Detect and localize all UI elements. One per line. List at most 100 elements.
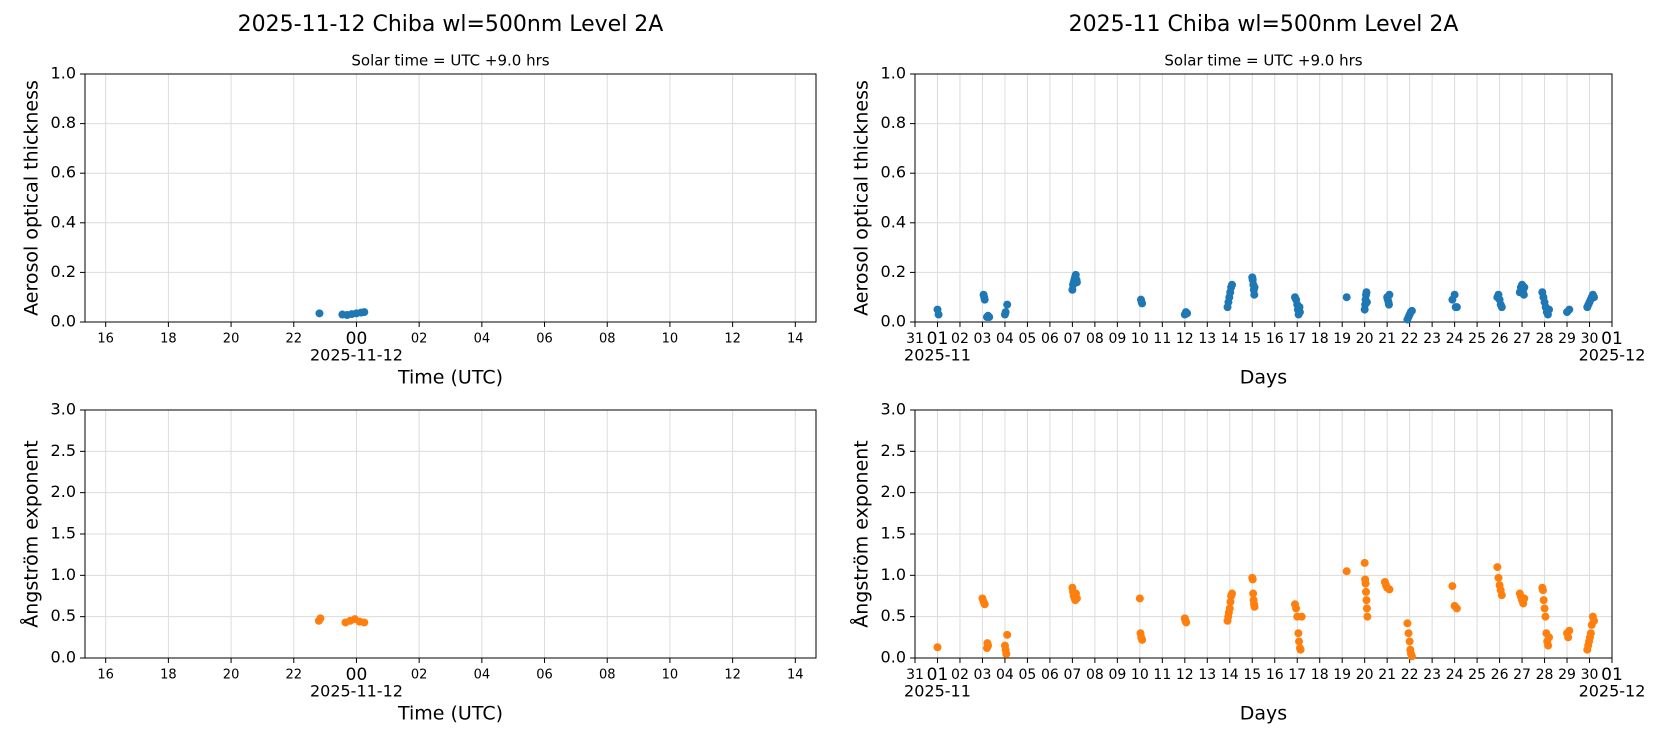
x-tick-label: 20 [1356,331,1374,347]
x-tick-label: 19 [1333,331,1351,347]
x-tick-label: 27 [1513,331,1531,347]
x-tick-label: 07 [1063,331,1081,347]
x-tick-label: 14 [1221,331,1239,347]
y-tick-label: 0.0 [881,648,906,667]
data-point [1250,602,1259,611]
x-tick-label: 23 [1423,331,1441,347]
data-point [933,643,942,652]
data-point [1297,612,1306,621]
x-tick-label: 02 [411,668,428,683]
y-axis-label: Ångström exponent [850,440,873,628]
x-tick-label: 06 [536,332,553,347]
y-axis-label: Aerosol optical thickness [851,80,873,316]
data-point [1407,306,1416,315]
data-point [1404,629,1413,638]
x-tick-label: 14 [787,332,804,347]
x-tick-label: 06 [1041,331,1059,347]
plot-frame [84,73,817,323]
x-tick-label: 16 [97,332,114,347]
data-point [1450,290,1459,299]
data-point [1403,619,1412,628]
data-point [360,618,369,627]
y-tick-label: 2.5 [881,441,906,460]
x-tick-label: 04 [474,332,491,347]
y-tick-label: 1.0 [51,565,76,584]
data-point [1294,629,1303,638]
data-point [1072,594,1081,603]
data-point [1228,280,1237,289]
x-tick-date: 2025-12 [1579,346,1646,365]
data-point [1497,303,1506,312]
y-tick-label: 1.5 [881,524,906,543]
data-point [1225,604,1234,613]
x-tick-label: 24 [1446,667,1464,683]
x-tick-label: 21 [1378,667,1396,683]
data-point [360,308,369,317]
data-point [1228,589,1237,598]
y-tick-label: 0.4 [51,212,76,231]
x-tick-label: 26 [1491,667,1509,683]
x-tick-label: 04 [996,667,1014,683]
data-point [980,600,989,609]
data-point [1363,612,1372,621]
data-point [1226,597,1235,606]
x-tick-label: 06 [1041,667,1059,683]
x-tick-label: 14 [1221,667,1239,683]
plot-frame [914,409,1613,659]
x-tick-label: 12 [724,668,741,683]
y-tick-label: 0.8 [51,113,76,132]
data-point [985,313,994,322]
data-point [1590,616,1599,625]
data-point [1135,594,1144,603]
data-point [1072,278,1081,287]
x-tick-label: 17 [1288,331,1306,347]
data-point [1296,645,1305,654]
data-point [1292,604,1301,613]
data-point [1250,290,1259,299]
data-point [316,614,325,623]
x-tick-label: 18 [160,332,177,347]
x-tick-label: 26 [1491,331,1509,347]
data-point [1565,626,1574,635]
x-tick-label: 10 [662,332,679,347]
x-tick-label: 02 [411,332,428,347]
data-point [1540,604,1549,613]
y-tick-label: 2.0 [51,482,76,501]
data-point [934,310,943,319]
y-tick-label: 0.5 [51,606,76,625]
x-tick-label: 22 [1401,667,1419,683]
x-tick-label: 00 [346,329,368,349]
x-tick-label: 24 [1446,331,1464,347]
data-point [1295,308,1304,317]
data-point [1545,305,1554,314]
data-point [1539,596,1548,605]
data-point [1362,298,1371,307]
data-point [1448,582,1457,591]
y-tick-label: 0.6 [881,163,906,182]
x-tick-label: 01 [927,329,949,349]
data-point [1002,649,1011,658]
data-point [1452,604,1461,613]
x-tick-label: 22 [285,332,302,347]
x-tick-label: 22 [1401,331,1419,347]
chart-subtitle: Solar time = UTC +9.0 hrs [351,52,549,70]
x-tick-label: 01 [1601,329,1623,349]
y-tick-label: 1.5 [51,524,76,543]
x-tick-label: 05 [1019,331,1037,347]
data-point [1520,283,1529,292]
y-axis-label: Ångström exponent [20,440,43,628]
data-point [1342,293,1351,302]
x-tick-date: 2025-12 [1579,682,1646,701]
data-point [984,641,993,650]
x-tick-label: 03 [974,667,992,683]
x-tick-label: 04 [474,668,491,683]
data-point [1544,641,1553,650]
x-tick-label: 20 [223,668,240,683]
x-tick-label: 29 [1558,667,1576,683]
chart-title: 2025-11-12 Chiba wl=500nm Level 2A [238,12,664,37]
y-tick-label: 0.4 [881,212,906,231]
plot-frame [914,73,1613,323]
data-point [1385,585,1394,594]
x-tick-label: 07 [1063,667,1081,683]
